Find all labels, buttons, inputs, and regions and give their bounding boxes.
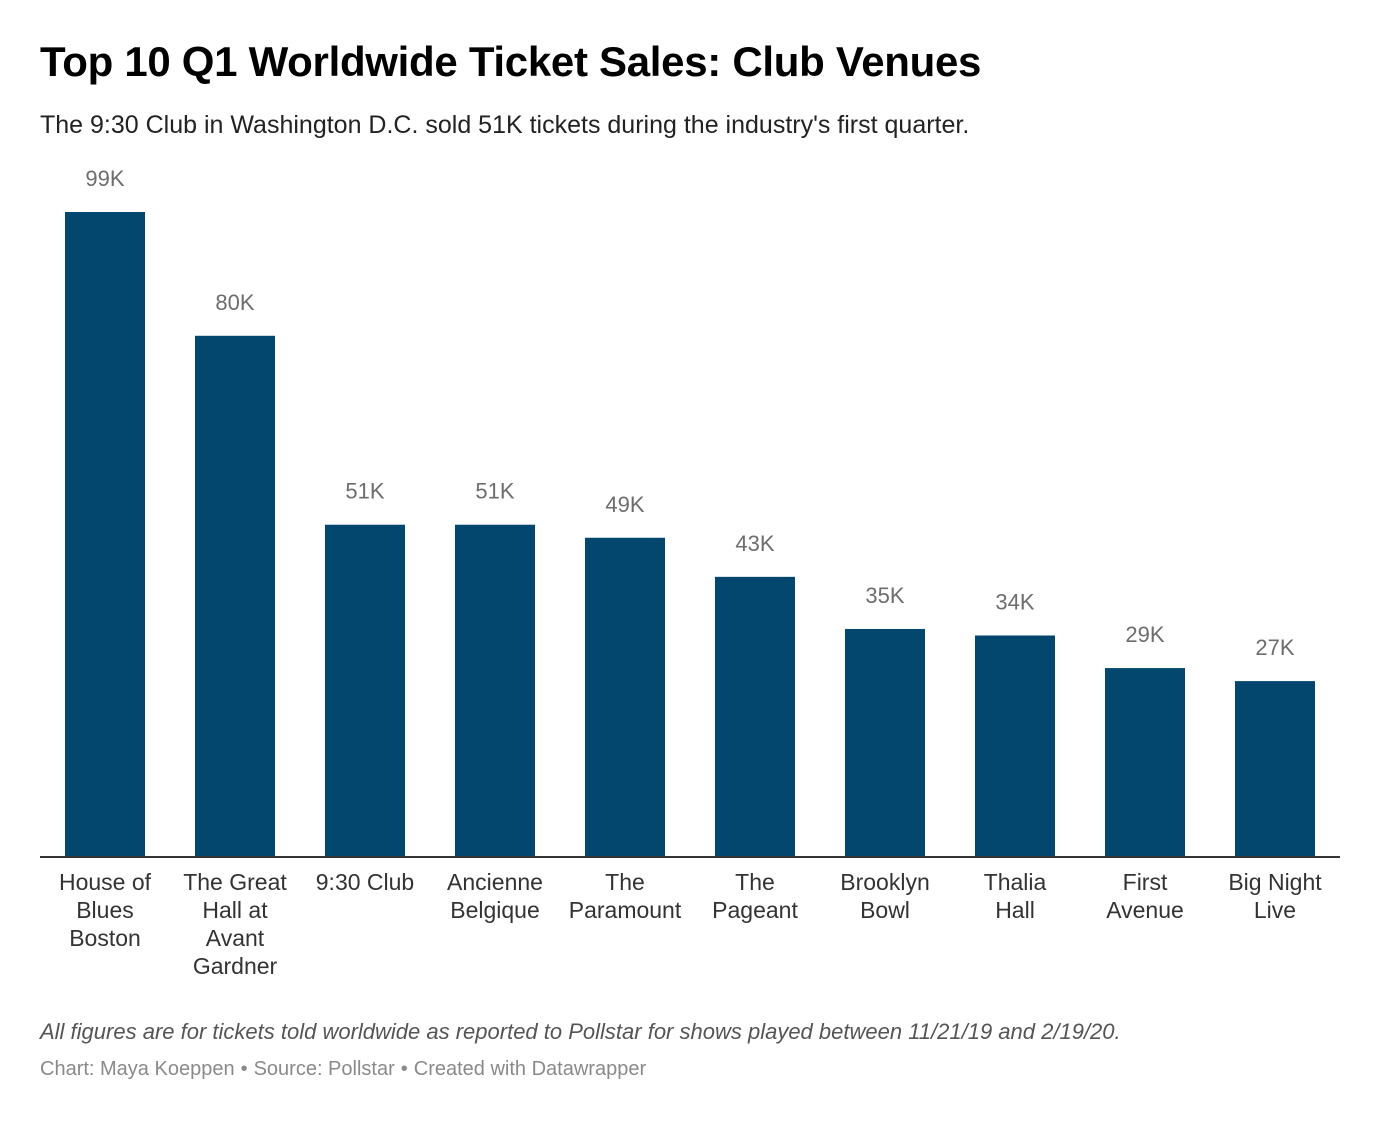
x-tick-label: The Great Hall at Avant Gardner bbox=[183, 869, 287, 979]
value-labels-group: 99K 80K 51K 51K 49K 43K 35K 34K 29K 27K bbox=[85, 166, 1294, 660]
x-tick-label-line: Blues bbox=[76, 897, 134, 923]
x-tick-label-line: Ancienne bbox=[447, 869, 543, 895]
x-tick-label-line: Live bbox=[1254, 897, 1296, 923]
x-tick-label-line: Brooklyn bbox=[840, 869, 929, 895]
category-labels-group: House of Blues Boston The Great Hall at Avant… bbox=[59, 869, 1322, 979]
bar bbox=[845, 628, 925, 857]
source-credit: Source: Pollstar bbox=[253, 1058, 395, 1080]
bar-value-label: 27K bbox=[1255, 635, 1294, 660]
bar-value-label: 43K bbox=[735, 531, 774, 556]
x-tick-label: The Pageant bbox=[712, 869, 798, 923]
x-tick-label-line: Boston bbox=[69, 925, 141, 951]
bar-value-label: 51K bbox=[345, 479, 384, 504]
x-tick-label-line: 9:30 Club bbox=[316, 869, 414, 895]
bar bbox=[585, 537, 665, 857]
bar-value-label: 99K bbox=[85, 166, 124, 191]
bar-value-label: 49K bbox=[605, 492, 644, 517]
bar bbox=[715, 576, 795, 857]
x-tick-label-line: The Great bbox=[183, 869, 287, 895]
chart-credit: Chart: Maya Koeppen bbox=[40, 1058, 235, 1080]
x-tick-label: First Avenue bbox=[1106, 869, 1184, 923]
x-tick-label-line: Paramount bbox=[569, 897, 682, 923]
x-tick-label-line: Avenue bbox=[1106, 897, 1184, 923]
bar-value-label: 80K bbox=[215, 290, 254, 315]
x-tick-label-line: Bowl bbox=[860, 897, 910, 923]
bar bbox=[1105, 668, 1185, 857]
bar bbox=[1235, 681, 1315, 857]
x-tick-label-line: Avant bbox=[206, 925, 265, 951]
x-tick-label-line: Hall bbox=[995, 897, 1035, 923]
bar bbox=[975, 635, 1055, 857]
x-tick-label: Big Night Live bbox=[1228, 869, 1322, 923]
bars-group bbox=[65, 212, 1315, 858]
x-tick-label: 9:30 Club bbox=[316, 869, 414, 895]
x-tick-label-line: Gardner bbox=[193, 953, 278, 979]
x-tick-label: The Paramount bbox=[569, 869, 682, 923]
bar-value-label: 34K bbox=[995, 589, 1034, 614]
bar bbox=[195, 335, 275, 858]
x-tick-label-line: Big Night bbox=[1228, 869, 1322, 895]
chart-subtitle: The 9:30 Club in Washington D.C. sold 51… bbox=[40, 111, 970, 139]
x-tick-label-line: The bbox=[605, 869, 645, 895]
chart-notes: All figures are for tickets told worldwi… bbox=[40, 1019, 1121, 1044]
bar bbox=[325, 524, 405, 857]
chart-title: Top 10 Q1 Worldwide Ticket Sales: Club V… bbox=[40, 38, 982, 85]
byline-separator: • bbox=[400, 1058, 408, 1080]
tool-credit: Created with Datawrapper bbox=[413, 1058, 647, 1080]
chart-byline: Chart: Maya Koeppen • Source: Pollstar • Cre… bbox=[40, 1058, 646, 1081]
x-tick-label-line: House of bbox=[59, 869, 152, 895]
x-tick-label-line: The bbox=[735, 869, 775, 895]
byline-separator: • bbox=[240, 1058, 248, 1080]
x-tick-label: House of Blues Boston bbox=[59, 869, 152, 951]
bar-value-label: 51K bbox=[475, 479, 514, 504]
x-tick-label: Thalia Hall bbox=[984, 869, 1047, 923]
bar-value-label: 35K bbox=[865, 583, 904, 608]
x-tick-label-line: Thalia bbox=[984, 869, 1047, 895]
x-tick-label-line: Hall at bbox=[202, 897, 268, 923]
x-tick-label: Brooklyn Bowl bbox=[840, 869, 929, 923]
x-tick-label-line: First bbox=[1123, 869, 1168, 895]
x-tick-label-line: Pageant bbox=[712, 897, 798, 923]
bar bbox=[455, 524, 535, 857]
bar-value-label: 29K bbox=[1125, 622, 1164, 647]
bar bbox=[65, 212, 145, 857]
x-tick-label: Ancienne Belgique bbox=[447, 869, 543, 923]
x-tick-label-line: Belgique bbox=[450, 897, 540, 923]
